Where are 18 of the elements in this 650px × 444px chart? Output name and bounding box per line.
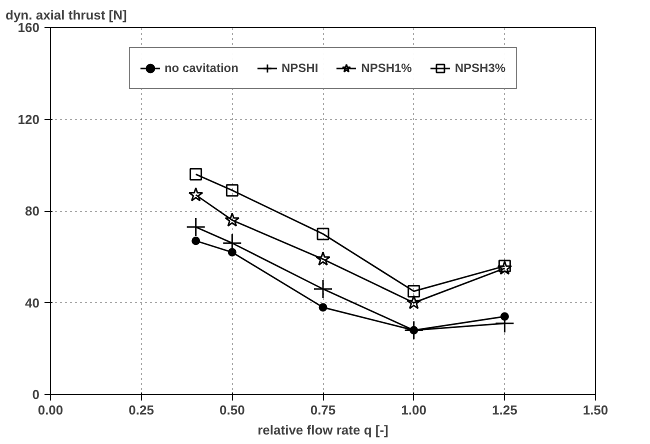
y-tick-label: 160 xyxy=(18,20,40,35)
x-tick-label: 0.75 xyxy=(310,402,336,418)
legend-label: NPSH1% xyxy=(361,61,412,75)
x-tick-label: 0.00 xyxy=(38,402,64,418)
y-tick-label: 80 xyxy=(25,204,40,218)
y-tick-label: 0 xyxy=(32,387,40,402)
y-axis-title: dyn. axial thrust [N] xyxy=(6,8,127,22)
x-tick-label: 1.50 xyxy=(582,402,608,418)
x-tick-label: 0.50 xyxy=(220,402,245,418)
legend-label: NPSH3% xyxy=(454,61,506,75)
x-tick-label: 1.25 xyxy=(492,402,518,418)
x-tick-label: 0.25 xyxy=(128,402,154,418)
y-tick-label: 120 xyxy=(18,112,40,127)
x-axis-title: relative flow rate q [-] xyxy=(258,422,388,438)
y-tick-label: 40 xyxy=(25,295,40,310)
x-tick-label: 1.00 xyxy=(401,402,426,418)
legend-label: no cavitation xyxy=(164,61,238,75)
legend-label: NPSHI xyxy=(281,61,318,75)
